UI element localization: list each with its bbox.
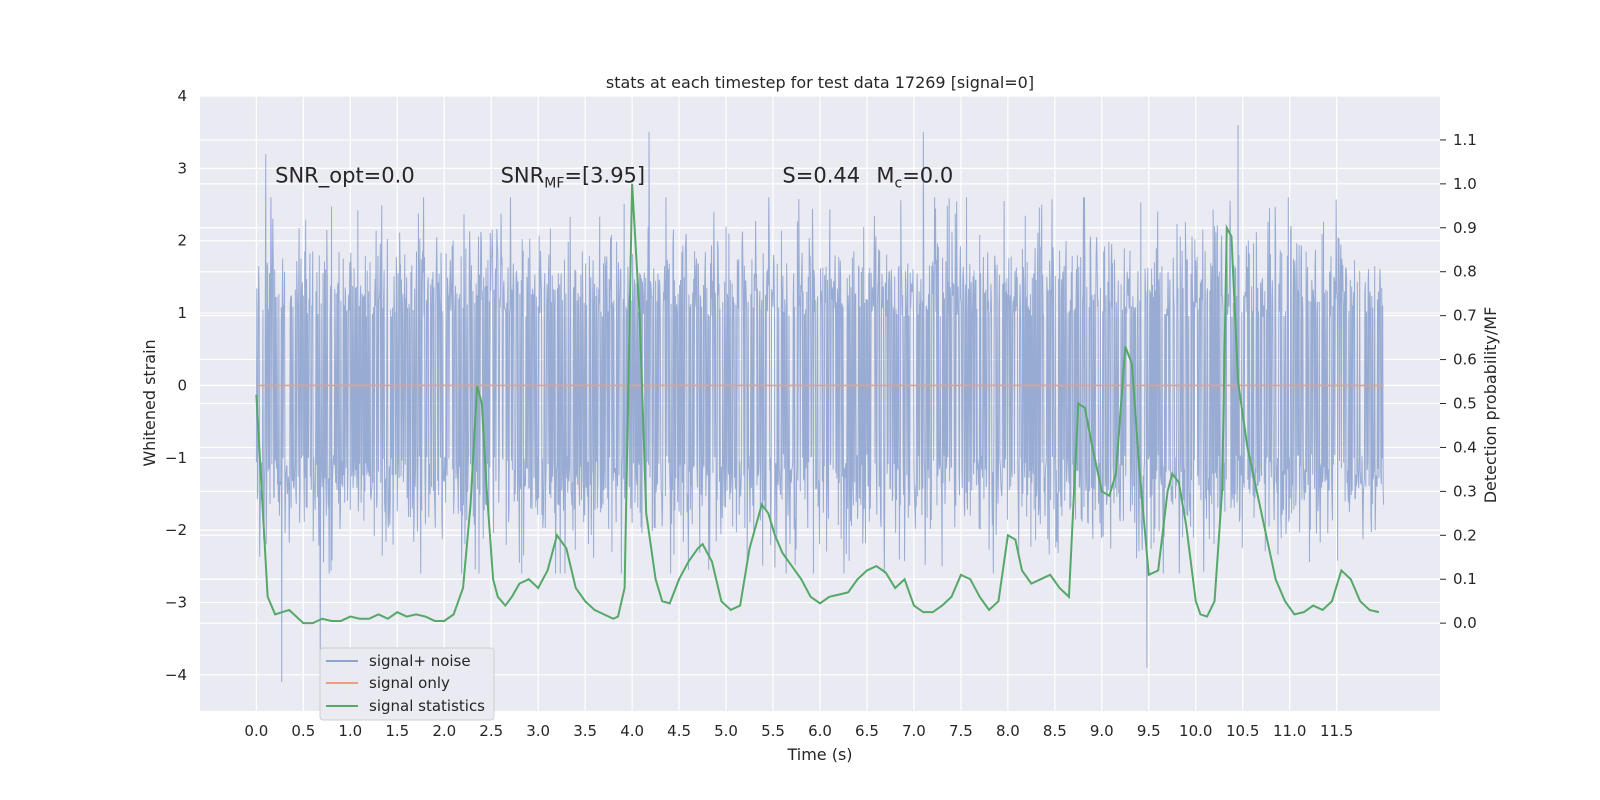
- noise-series: [255, 124, 1385, 683]
- x-tick-label: 0.0: [244, 722, 268, 740]
- y-right-tick-label: 1.0: [1453, 175, 1477, 193]
- x-tick-label: 1.5: [385, 722, 409, 740]
- y-left-tick-label: −4: [165, 666, 187, 684]
- y-left-tick-label: −2: [165, 521, 187, 539]
- y-right-tick-label: 0.9: [1453, 219, 1477, 237]
- annotation-mc-value: Mc=0.0: [876, 164, 953, 192]
- legend: signal+ noise signal only signal statist…: [319, 647, 495, 721]
- y-right-tick-label: 0.0: [1453, 614, 1477, 632]
- legend-label-noise: signal+ noise: [369, 652, 471, 670]
- x-tick-label: 4.0: [620, 722, 644, 740]
- y-right-tick-label: 0.6: [1453, 351, 1477, 369]
- x-tick-label: 6.0: [808, 722, 832, 740]
- x-tick-label: 10.5: [1226, 722, 1259, 740]
- x-tick-label: 5.0: [714, 722, 738, 740]
- y-right-tick-label: 0.7: [1453, 307, 1477, 325]
- x-tick-label: 10.0: [1179, 722, 1212, 740]
- annotations: SNR_opt=0.0 SNRMF=[3.95] S=0.44 Mc=0.0: [275, 164, 953, 192]
- y-right-tick-label: 0.5: [1453, 395, 1477, 413]
- y-left-tick-label: 2: [177, 232, 187, 250]
- tick-labels: 0.0 0.5 1.0 1.5 2.0 2.5 3.0 3.5 4.0 4.5 5.0 5.5 6.0 6…: [165, 87, 1477, 740]
- legend-label-statistics: signal statistics: [369, 697, 485, 715]
- x-tick-label: 3.0: [526, 722, 550, 740]
- y-right-tick-label: 0.4: [1453, 438, 1477, 456]
- x-tick-label: 3.5: [573, 722, 597, 740]
- x-tick-label: 7.5: [949, 722, 973, 740]
- y-right-tick-label: 1.1: [1453, 131, 1477, 149]
- y-left-tick-label: −1: [165, 449, 187, 467]
- x-tick-label: 2.0: [432, 722, 456, 740]
- x-tick-label: 0.5: [291, 722, 315, 740]
- x-tick-label: 8.0: [996, 722, 1020, 740]
- y-left-tick-label: 1: [177, 304, 187, 322]
- x-tick-label: 7.0: [902, 722, 926, 740]
- legend-box: [319, 647, 495, 721]
- annotation-snr-opt: SNR_opt=0.0: [275, 164, 415, 189]
- annotation-snr-mf: SNRMF=[3.95]: [501, 164, 646, 192]
- annotation-s-value: S=0.44: [782, 164, 860, 188]
- y-axis-label-left: Whitened strain: [140, 339, 159, 466]
- y-left-tick-label: −3: [165, 593, 187, 611]
- chart-title: stats at each timestep for test data 172…: [606, 73, 1034, 92]
- x-tick-label: 9.5: [1137, 722, 1161, 740]
- y-axis-label-right: Detection probability/MF: [1481, 307, 1500, 504]
- x-tick-label: 11.0: [1273, 722, 1306, 740]
- x-tick-label: 2.5: [479, 722, 503, 740]
- noise-trace: [255, 124, 1385, 683]
- x-tick-label: 8.5: [1043, 722, 1067, 740]
- x-tick-label: 6.5: [855, 722, 879, 740]
- y-right-tick-label: 0.1: [1453, 570, 1477, 588]
- x-tick-label: 5.5: [761, 722, 785, 740]
- x-axis-label: Time (s): [786, 745, 852, 764]
- x-tick-label: 11.5: [1320, 722, 1353, 740]
- signal-statistics-series: [255, 183, 1380, 625]
- x-tick-label: 4.5: [667, 722, 691, 740]
- y-right-tick-label: 0.2: [1453, 526, 1477, 544]
- y-right-tick-label: 0.3: [1453, 482, 1477, 500]
- y-right-tick-label: 0.8: [1453, 263, 1477, 281]
- x-tick-label: 9.0: [1090, 722, 1114, 740]
- legend-label-signal-only: signal only: [369, 674, 450, 692]
- x-tick-label: 1.0: [338, 722, 362, 740]
- y-left-tick-label: 3: [177, 159, 187, 177]
- y-left-tick-label: 0: [177, 376, 187, 394]
- y-left-tick-label: 4: [177, 87, 187, 105]
- signal-statistics-trace: [255, 183, 1380, 625]
